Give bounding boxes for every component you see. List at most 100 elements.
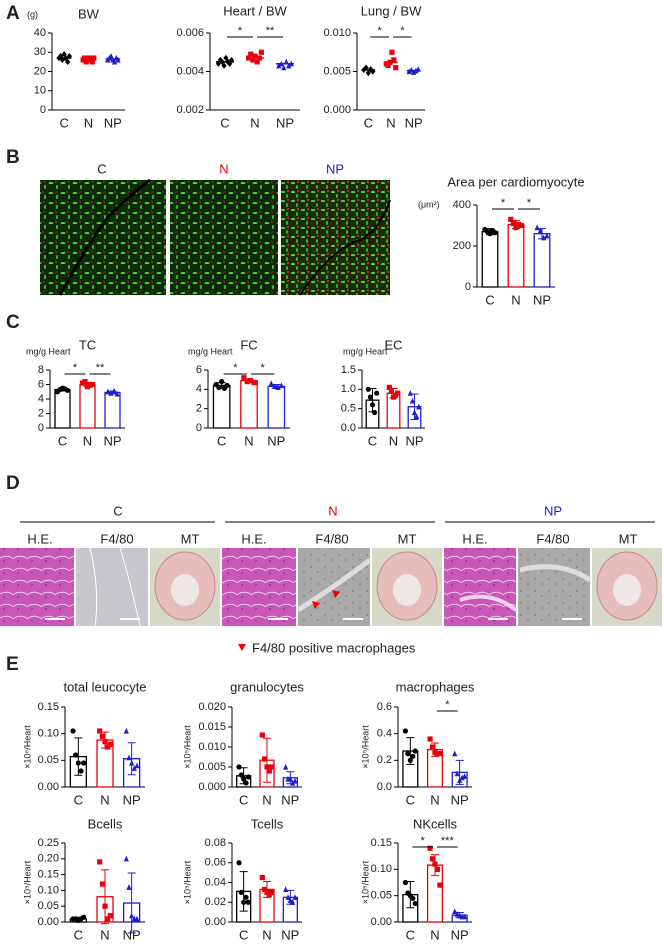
y-tick-label: 1.5 bbox=[341, 364, 356, 376]
y-tick-label: 0.0 bbox=[341, 422, 356, 434]
x-tick-label: N bbox=[84, 115, 93, 130]
group-label: C bbox=[113, 503, 122, 518]
data-point bbox=[126, 884, 132, 890]
data-point bbox=[283, 886, 289, 893]
f480-image bbox=[518, 548, 590, 626]
y-axis-label: mg/g Heart bbox=[343, 346, 388, 356]
y-tick-label: 0.00 bbox=[38, 781, 59, 793]
data-point bbox=[216, 384, 222, 390]
y-tick-label: 0.25 bbox=[38, 837, 59, 849]
significance-label: * bbox=[238, 25, 243, 37]
data-point bbox=[290, 779, 296, 786]
data-point bbox=[245, 774, 251, 780]
y-tick-label: 0.006 bbox=[176, 27, 204, 39]
x-tick-label: N bbox=[244, 433, 253, 448]
data-point bbox=[534, 224, 540, 231]
data-point bbox=[245, 55, 252, 61]
y-tick-label: 0 bbox=[196, 422, 202, 434]
data-point bbox=[269, 889, 275, 895]
x-tick-label: C bbox=[364, 115, 373, 130]
data-point bbox=[406, 68, 412, 75]
data-point bbox=[434, 866, 441, 872]
x-tick-label: C bbox=[239, 927, 248, 942]
data-point bbox=[388, 388, 394, 394]
data-point bbox=[393, 65, 399, 71]
y-tick-label: 0.05 bbox=[38, 900, 59, 912]
significance-label: * bbox=[233, 362, 238, 374]
panel-label: B bbox=[6, 147, 20, 168]
data-point bbox=[281, 64, 287, 71]
data-point bbox=[363, 64, 369, 71]
data-point bbox=[275, 384, 281, 390]
data-point bbox=[256, 55, 262, 61]
data-point bbox=[452, 908, 458, 915]
data-point bbox=[361, 66, 367, 74]
data-point bbox=[292, 777, 298, 784]
image-detail bbox=[89, 547, 141, 627]
error-bar bbox=[101, 869, 109, 925]
y-tick-label: 0.08 bbox=[205, 837, 226, 849]
data-point bbox=[385, 62, 391, 68]
y-axis-label: mg/g Heart bbox=[26, 346, 71, 356]
x-tick-label: N bbox=[511, 292, 520, 307]
data-point bbox=[414, 413, 420, 419]
x-tick-label: C bbox=[406, 792, 415, 807]
image-label: NP bbox=[326, 161, 344, 176]
significance-label: ** bbox=[96, 362, 105, 374]
data-point bbox=[370, 68, 376, 75]
data-point bbox=[82, 55, 88, 61]
data-point bbox=[513, 224, 519, 231]
error-bar bbox=[74, 737, 83, 776]
data-point bbox=[259, 874, 265, 881]
data-point bbox=[228, 56, 235, 64]
x-tick-label: C bbox=[220, 115, 229, 130]
x-tick-label: N bbox=[430, 792, 439, 807]
stain-label: MT bbox=[181, 531, 200, 546]
data-point bbox=[283, 763, 289, 770]
data-point bbox=[238, 889, 244, 895]
data-point bbox=[108, 53, 114, 59]
chart-title: Bcells bbox=[88, 816, 123, 831]
chart-title: Tcells bbox=[251, 816, 284, 831]
x-tick-label: NP bbox=[451, 792, 469, 807]
panel-label: C bbox=[6, 312, 20, 333]
x-tick-label: NP bbox=[405, 433, 423, 448]
data-point bbox=[518, 222, 524, 229]
data-point bbox=[243, 780, 249, 786]
significance-label: * bbox=[400, 25, 405, 37]
data-point bbox=[221, 62, 227, 69]
legend-arrow bbox=[238, 644, 246, 651]
x-tick-label: N bbox=[389, 433, 398, 448]
histology-images bbox=[0, 547, 662, 627]
y-tick-label: 0.00 bbox=[371, 916, 392, 928]
x-tick-label: C bbox=[368, 433, 377, 448]
y-tick-label: 6 bbox=[38, 378, 44, 390]
data-point bbox=[454, 770, 460, 777]
data-point bbox=[427, 845, 433, 851]
data-point bbox=[81, 760, 87, 766]
data-point bbox=[129, 759, 135, 766]
data-point bbox=[541, 234, 547, 241]
data-point bbox=[241, 776, 247, 782]
data-point bbox=[251, 379, 257, 386]
data-point bbox=[508, 216, 514, 222]
y-axis-label: mg/g Heart bbox=[188, 346, 233, 356]
x-tick-label: C bbox=[406, 927, 415, 942]
x-tick-label: N bbox=[100, 792, 109, 807]
y-tick-label: 0 bbox=[40, 104, 46, 116]
data-point bbox=[126, 754, 132, 761]
data-point bbox=[89, 59, 95, 65]
x-tick-label: N bbox=[250, 115, 259, 130]
stain-label: F4/80 bbox=[100, 531, 133, 546]
chart-title: Heart / BW bbox=[223, 3, 287, 18]
he-image bbox=[0, 548, 74, 626]
stain-label: F4/80 bbox=[536, 531, 569, 546]
y-tick-label: 0.15 bbox=[38, 869, 59, 881]
data-point bbox=[108, 390, 114, 396]
x-tick-label: NP bbox=[103, 433, 121, 448]
data-point bbox=[236, 764, 242, 770]
data-point bbox=[268, 380, 274, 387]
significance-label: * bbox=[445, 699, 450, 711]
data-point bbox=[111, 58, 118, 65]
y-tick-label: 0.02 bbox=[205, 896, 226, 908]
